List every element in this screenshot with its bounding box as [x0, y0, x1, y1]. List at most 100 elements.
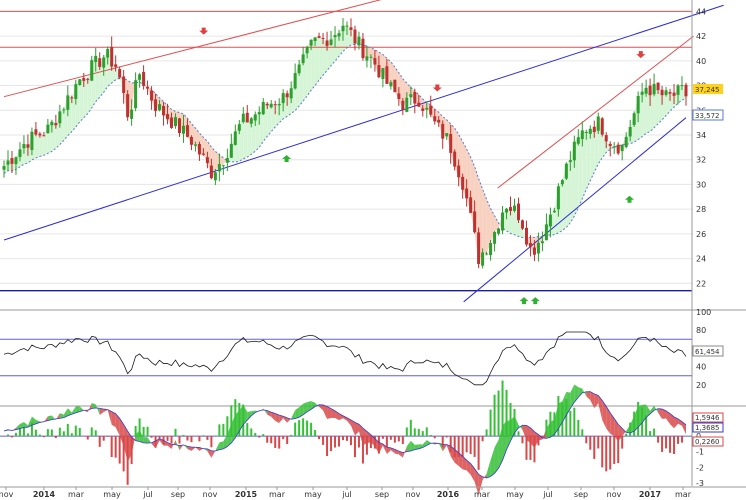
candle-body [146, 86, 150, 89]
macd-ribbon [494, 439, 499, 474]
cloud-segment [223, 157, 228, 166]
candle-body [437, 119, 441, 123]
macd-histogram-bar [114, 436, 117, 458]
macd-ribbon [574, 384, 579, 403]
macd-histogram-bar [413, 428, 416, 437]
cloud-segment [486, 199, 491, 254]
moving-average-line [3, 42, 687, 240]
macd-ribbon [570, 384, 575, 409]
macd-ribbon [590, 391, 595, 409]
macd-histogram-bar [202, 435, 205, 437]
candle-body [636, 96, 640, 114]
macd-histogram-bar [214, 435, 217, 437]
buy-arrow [624, 195, 634, 203]
price-ma-line [3, 42, 687, 240]
candle-body [253, 114, 257, 121]
macd-histogram-bar [322, 436, 325, 445]
candle-body [680, 85, 684, 87]
macd-ribbon [275, 413, 280, 423]
cloud-segment [670, 93, 675, 111]
macd-histogram-bar [681, 436, 684, 443]
price-trendlines [3, 0, 724, 303]
candle-body [241, 113, 245, 122]
macd-histogram-bar [377, 436, 380, 454]
macd-histogram-bar [661, 436, 664, 452]
candle-body [114, 64, 118, 67]
macd-histogram-bar [521, 436, 524, 444]
cloud-segment [319, 37, 324, 81]
macd-ribbon [295, 407, 300, 419]
candle-body [624, 136, 628, 148]
last-price-tag [693, 84, 723, 94]
macd-histogram-bar [593, 436, 596, 459]
candle-body [46, 124, 50, 134]
macd-histogram-bar [86, 436, 89, 440]
macd-histogram-bar [365, 436, 368, 455]
macd-histogram-bar [222, 423, 225, 437]
candle-body [520, 220, 524, 229]
macd-histogram-bar [178, 436, 181, 444]
macd-histogram-bar [126, 436, 129, 485]
macd-ribbon [343, 415, 347, 421]
macd-ribbon [95, 404, 100, 416]
macd-ribbon [143, 437, 148, 444]
macd-ribbon [478, 474, 483, 496]
macd-ribbon [187, 446, 192, 451]
price-tags: 37,245 33,572 61,454 1,5946 1,3685 0,226… [692, 84, 724, 447]
candle-body [369, 56, 373, 58]
candle-body [205, 157, 209, 164]
macd-histogram-bar [170, 436, 173, 444]
blue-trendline [3, 4, 724, 241]
cloud-segment [654, 83, 659, 128]
macd-histogram-bar [541, 436, 544, 439]
candle-body [604, 135, 608, 142]
macd-ribbon [215, 442, 220, 451]
macd-histogram-bar [238, 403, 241, 437]
candle-body [449, 134, 453, 153]
candle-body [516, 203, 520, 221]
macd-histogram-bar [565, 398, 568, 437]
cloud-segment [203, 137, 208, 164]
candle-body [185, 125, 189, 137]
macd-histogram-bar [537, 436, 540, 446]
x-tick-label: sep [171, 490, 185, 499]
candle-body [568, 160, 572, 163]
macd-histogram-bar [597, 436, 600, 449]
candle-body [381, 68, 385, 80]
macd-histogram-bar [306, 420, 309, 437]
candle-body [58, 111, 62, 124]
candle-body [30, 131, 34, 150]
macd-histogram-bar [22, 427, 25, 437]
macd-histogram-bar [338, 436, 341, 447]
macd-histogram-bar [421, 431, 424, 437]
macd-ribbon [578, 387, 583, 398]
macd-histogram-bar [90, 427, 93, 437]
candle-body [501, 212, 505, 231]
cloud-segment [642, 87, 647, 137]
candle-body [162, 105, 166, 116]
macd-histogram-bar [134, 425, 137, 437]
macd-histogram-bar [453, 436, 456, 458]
macd-histogram-bar [481, 436, 484, 442]
candle-body [301, 54, 305, 64]
macd-histogram-bar [409, 419, 412, 437]
macd-histogram-bar [633, 411, 636, 437]
cloud-segment [79, 79, 84, 122]
macd-ribbon [87, 403, 92, 413]
macd-ribbon [622, 428, 627, 437]
cloud-segment [311, 37, 316, 91]
candle-body [257, 112, 261, 115]
x-tick-label: mar [474, 490, 491, 499]
candle-body [2, 166, 6, 170]
macd-ribbon [598, 395, 603, 421]
cloud-segment [131, 80, 136, 110]
candle-body [70, 97, 74, 99]
macd-histogram-bar [146, 426, 149, 437]
macd-histogram-bar [653, 428, 656, 437]
cloud-segment [307, 39, 312, 96]
macd-histogram-bar [154, 436, 157, 448]
candle-body [269, 103, 273, 108]
macd-ribbon [291, 410, 296, 420]
macd-histogram-bar [357, 436, 360, 448]
candle-body [42, 135, 46, 137]
